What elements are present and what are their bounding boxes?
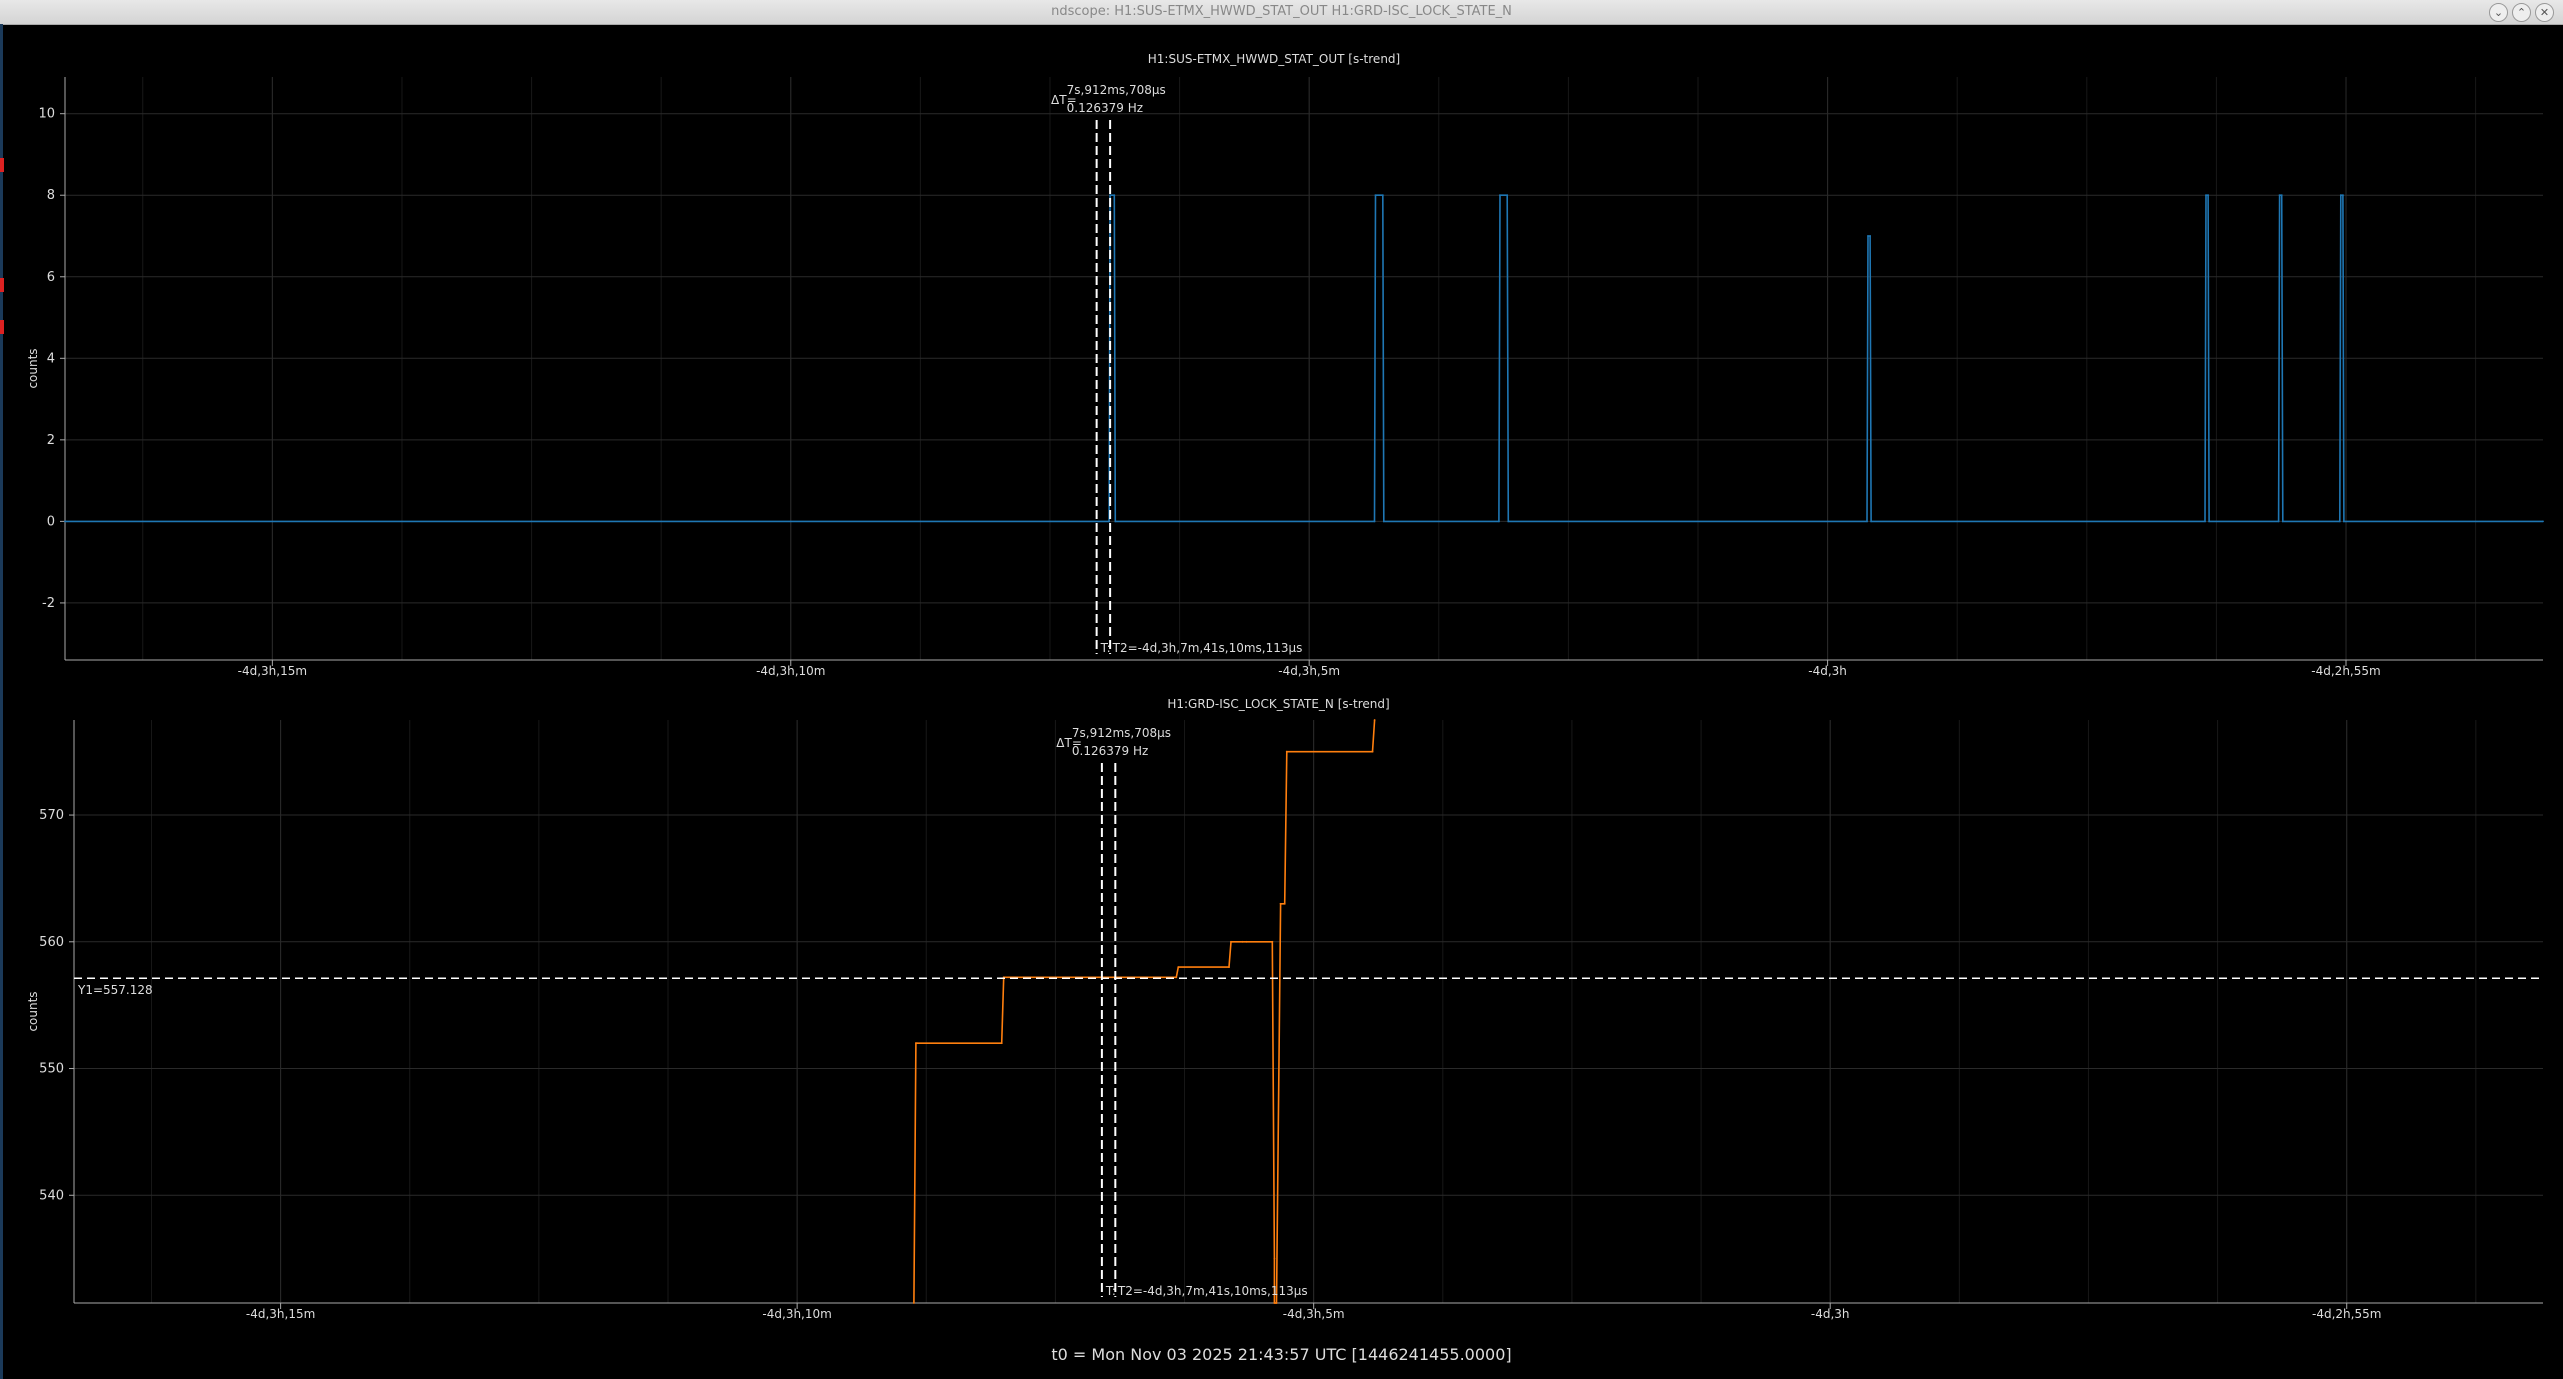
y1-cursor-label: Y1=557.128 (77, 983, 153, 997)
data-point (1271, 940, 1274, 943)
delta-t-label: ΔT= (1056, 736, 1082, 750)
x-tick-label: -4d,3h,5m (1278, 664, 1340, 678)
data-point (1373, 719, 1376, 721)
left-window-edge (0, 24, 3, 1379)
data-point (1114, 520, 1117, 523)
x-tick-label: -4d,2h,55m (2311, 664, 2380, 678)
y-axis-label: counts (26, 348, 40, 388)
plot-title: H1:GRD-ISC_LOCK_STATE_N [s-trend] (1167, 697, 1389, 711)
t1-cursor-label: T: (1100, 641, 1111, 655)
data-point (1279, 902, 1282, 905)
data-point (2280, 194, 2283, 197)
data-point (1109, 194, 1112, 197)
data-point (1177, 966, 1180, 969)
data-point (1373, 520, 1376, 523)
edge-marker (0, 158, 4, 172)
y-tick-label: 550 (39, 1062, 64, 1077)
x-tick-label: -4d,3h,15m (238, 664, 307, 678)
data-point (2205, 194, 2207, 197)
data-point (2204, 520, 2206, 523)
delta-t-frequency: 0.126379 Hz (1067, 101, 1143, 115)
data-point (1498, 520, 1500, 523)
data-point (1245, 940, 1248, 943)
data-point (1241, 940, 1244, 943)
window-title: ndscope: H1:SUS-ETMX_HWWD_STAT_OUT H1:GR… (1051, 4, 1512, 19)
data-point (1381, 194, 1384, 197)
plot-title: H1:SUS-ETMX_HWWD_STAT_OUT [s-trend] (1148, 52, 1400, 66)
data-point (64, 520, 66, 523)
chevron-up-icon[interactable]: ⌃ (2512, 3, 2531, 22)
data-point (1506, 194, 1509, 197)
data-point (2278, 194, 2281, 197)
data-point (1113, 194, 1116, 197)
y-tick-label: 10 (38, 107, 55, 122)
data-point (1507, 520, 1510, 523)
x-tick-label: -4d,3h (1811, 1307, 1850, 1321)
data-point (1000, 1042, 1003, 1045)
data-point (1175, 976, 1178, 979)
data-point (2207, 194, 2210, 197)
data-point (1870, 520, 1873, 523)
plot-hwwd-stat-out[interactable]: -4d,3h,15m -4d,3h,10m -4d,3h,5m -4d,3h -4d,2… (0, 40, 2563, 680)
data-point (2277, 520, 2280, 523)
y-tick-label: 560 (39, 935, 64, 950)
y-tick-label: 570 (39, 808, 64, 823)
y-tick-label: 8 (47, 188, 55, 203)
data-point (2341, 194, 2344, 197)
series-line (913, 719, 1376, 1304)
data-point (1283, 902, 1286, 905)
data-point (1869, 235, 1872, 237)
y-tick-label: 0 (47, 514, 55, 529)
data-point (912, 1302, 915, 1304)
t1-cursor-label: T: (1105, 1284, 1116, 1298)
data-point (916, 1042, 918, 1045)
x-tick-label: -4d,2h,55m (2312, 1307, 2381, 1321)
data-point (1275, 1302, 1278, 1304)
delta-t-value: 7s,912ms,708μs (1067, 83, 1166, 97)
close-icon[interactable]: ✕ (2535, 3, 2554, 22)
data-point (2208, 520, 2211, 523)
data-point (1371, 750, 1374, 753)
edge-marker (0, 320, 4, 334)
data-point (1382, 520, 1385, 523)
y-tick-label: 4 (47, 351, 55, 366)
data-point (1108, 520, 1110, 523)
x-tick-label: -4d,3h,5m (1283, 1307, 1345, 1321)
x-tick-label: -4d,3h,10m (756, 664, 825, 678)
y-tick-label: 540 (39, 1188, 64, 1203)
data-point (2281, 520, 2284, 523)
y-tick-label: 6 (47, 270, 55, 285)
delta-t-frequency: 0.126379 Hz (1072, 744, 1148, 758)
delta-t-label: ΔT= (1051, 93, 1077, 107)
data-point (1866, 520, 1868, 523)
edge-marker (0, 278, 4, 292)
delta-t-value: 7s,912ms,708μs (1072, 726, 1171, 740)
data-point (1499, 194, 1501, 197)
data-point (2542, 520, 2544, 523)
data-point (2339, 194, 2342, 197)
data-point (2338, 520, 2341, 523)
data-point (2343, 520, 2345, 523)
plot-isc-lock-state[interactable]: -4d,3h,15m -4d,3h,10m -4d,3h,5m -4d,3h -4d,2… (0, 685, 2563, 1325)
chevron-down-icon[interactable]: ⌄ (2489, 3, 2508, 22)
t2-cursor-label: T2=-4d,3h,7m,41s,10ms,113μs (1112, 641, 1303, 655)
y-tick-label: -2 (42, 596, 55, 611)
t0-footer: t0 = Mon Nov 03 2025 21:43:57 UTC [14462… (1051, 1345, 1512, 1364)
x-tick-label: -4d,3h,10m (762, 1307, 831, 1321)
data-point (1230, 940, 1232, 943)
data-point (1273, 1257, 1276, 1260)
data-point (1228, 966, 1230, 969)
t2-cursor-label: T2=-4d,3h,7m,41s,10ms,113μs (1117, 1284, 1308, 1298)
y-tick-label: 2 (47, 433, 55, 448)
data-point (1285, 750, 1288, 753)
y-axis-label: counts (26, 991, 40, 1031)
x-tick-label: -4d,3h (1808, 664, 1847, 678)
series-line (65, 194, 2543, 523)
data-point (1867, 235, 1869, 237)
window-titlebar: ndscope: H1:SUS-ETMX_HWWD_STAT_OUT H1:GR… (0, 0, 2563, 25)
x-tick-label: -4d,3h,15m (246, 1307, 315, 1321)
data-point (1374, 194, 1377, 197)
